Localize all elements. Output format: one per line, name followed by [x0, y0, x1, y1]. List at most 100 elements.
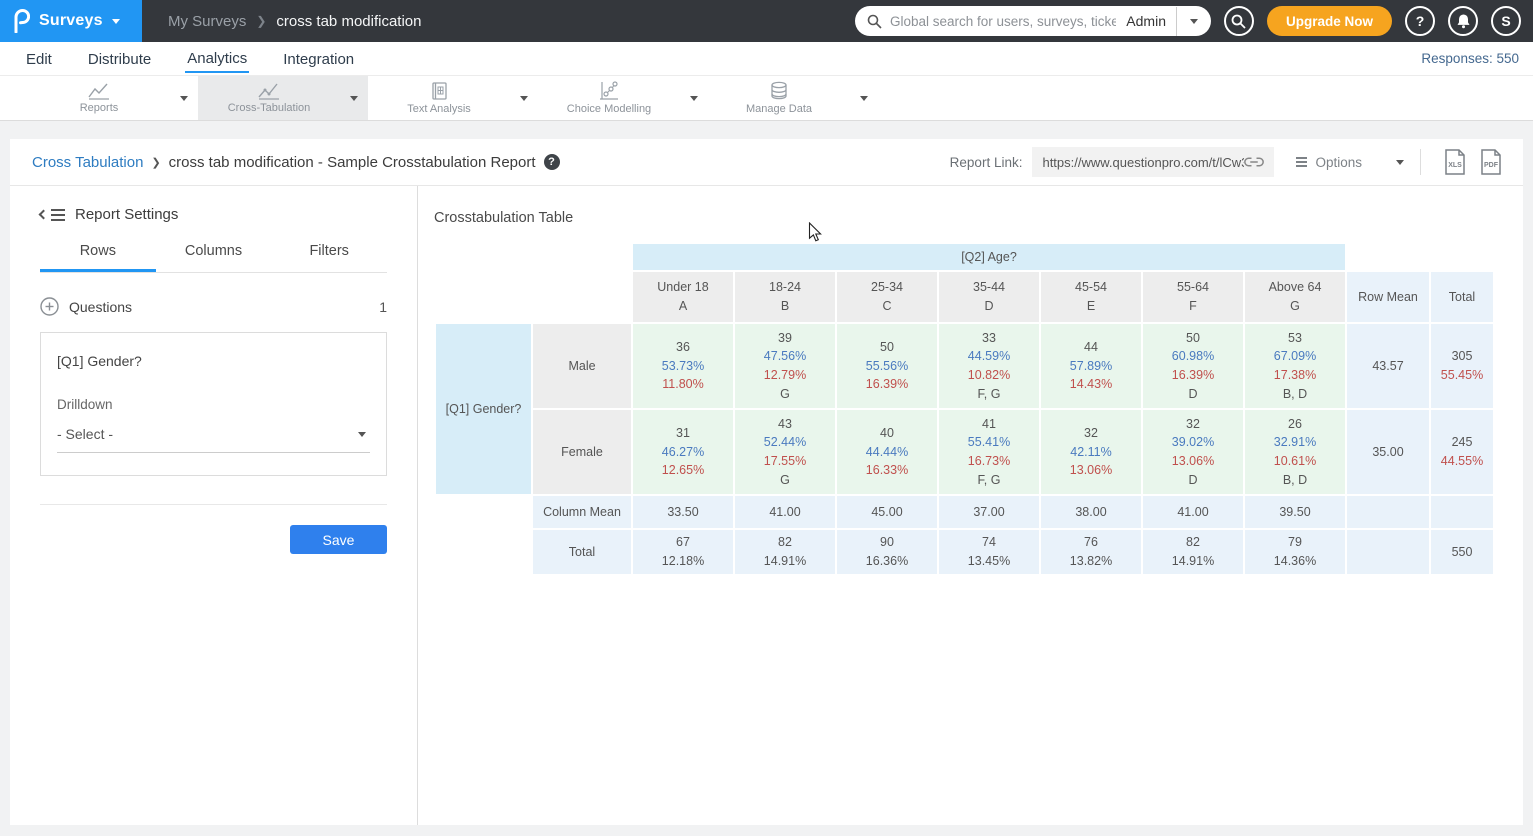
cross-tabulation-button[interactable]: Cross-Tabulation: [198, 76, 340, 120]
chevron-down-icon: [520, 96, 528, 101]
tool-choice-modelling: Choice Modelling: [538, 76, 708, 120]
tool-reports: Reports: [28, 76, 198, 120]
survey-nav: Edit Distribute Analytics Integration Re…: [0, 42, 1533, 76]
options-button[interactable]: Options: [1296, 155, 1404, 170]
crosstab-main: Crosstabulation Table [Q2] Age? Under 18…: [418, 186, 1523, 825]
column-mean-cell: 33.50: [633, 496, 733, 528]
topbar-breadcrumb: My Surveys ❯ cross tab modification: [168, 13, 422, 30]
total-cell: 6712.18%: [633, 530, 733, 574]
options-label: Options: [1315, 155, 1362, 170]
product-switcher[interactable]: Surveys: [0, 0, 142, 42]
tab-rows[interactable]: Rows: [40, 243, 156, 272]
avatar[interactable]: S: [1491, 6, 1521, 36]
scatter-chart-icon: [598, 81, 620, 101]
divider: [40, 504, 387, 505]
cross-tabulation-dropdown[interactable]: [340, 76, 368, 120]
line-chart-icon: [87, 82, 111, 100]
admin-dropdown[interactable]: [1177, 6, 1211, 36]
data-cell: 3242.11%13.06%: [1041, 410, 1141, 494]
manage-data-button[interactable]: Manage Data: [708, 76, 850, 120]
choice-modelling-button[interactable]: Choice Modelling: [538, 76, 680, 120]
notifications-button[interactable]: [1448, 6, 1478, 36]
data-cell: 3653.73%11.80%: [633, 324, 733, 408]
data-cell: 4457.89%14.43%: [1041, 324, 1141, 408]
nav-distribute[interactable]: Distribute: [86, 45, 153, 72]
tab-filters[interactable]: Filters: [271, 243, 387, 272]
report-title: cross tab modification - Sample Crosstab…: [169, 154, 536, 171]
tool-cross-tabulation: Cross-Tabulation: [198, 76, 368, 120]
crosstab-table: [Q2] Age? Under 18A 18-24B 25-34C 35-44D…: [434, 242, 1495, 576]
reports-dropdown[interactable]: [170, 76, 198, 120]
export-pdf-button[interactable]: PDF: [1479, 148, 1503, 176]
link-icon[interactable]: [1244, 156, 1264, 168]
nav-integration[interactable]: Integration: [281, 45, 356, 72]
collapse-panel-button[interactable]: [40, 209, 65, 221]
data-cell: 2632.91%10.61%B, D: [1245, 410, 1345, 494]
col-header: Under 18A: [633, 272, 733, 322]
row-total-cell: 24544.55%: [1431, 410, 1493, 494]
col-header: Above 64G: [1245, 272, 1345, 322]
save-button[interactable]: Save: [290, 525, 387, 554]
cross-tabulation-link[interactable]: Cross Tabulation: [32, 154, 143, 171]
row-total-cell: 30555.45%: [1431, 324, 1493, 408]
chevron-down-icon: [350, 96, 358, 101]
admin-selector[interactable]: Admin: [1116, 13, 1176, 29]
chevron-down-icon: [112, 19, 120, 24]
upgrade-button[interactable]: Upgrade Now: [1267, 6, 1392, 36]
empty-cell: [1431, 496, 1493, 528]
total-cell: 7613.82%: [1041, 530, 1141, 574]
list-icon: [1296, 157, 1307, 167]
total-cell: 8214.91%: [735, 530, 835, 574]
chevron-down-icon: [1190, 19, 1198, 24]
bell-icon: [1456, 13, 1471, 29]
help-icon[interactable]: ?: [544, 154, 560, 170]
search-icon: [1231, 14, 1246, 29]
column-mean-cell: 37.00: [939, 496, 1039, 528]
topbar: Surveys My Surveys ❯ cross tab modificat…: [0, 0, 1533, 42]
product-switcher-label: Surveys: [39, 12, 103, 30]
choice-modelling-dropdown[interactable]: [680, 76, 708, 120]
menu-icon: [51, 209, 65, 221]
col-header: 45-54E: [1041, 272, 1141, 322]
data-cell: 5367.09%17.38%B, D: [1245, 324, 1345, 408]
drilldown-select[interactable]: - Select -: [57, 426, 370, 453]
analytics-toolbar: Reports Cross-Tabulation Text Analysis C…: [0, 76, 1533, 121]
chevron-down-icon: [690, 96, 698, 101]
nav-edit[interactable]: Edit: [24, 45, 54, 72]
text-analysis-dropdown[interactable]: [510, 76, 538, 120]
help-button[interactable]: ?: [1405, 6, 1435, 36]
questions-row: Questions 1: [40, 297, 387, 316]
add-question-button[interactable]: [40, 297, 59, 316]
drilldown-value: - Select -: [57, 426, 113, 442]
table-title: Crosstabulation Table: [434, 210, 1523, 226]
data-cell: 5055.56%16.39%: [837, 324, 937, 408]
manage-data-dropdown[interactable]: [850, 76, 878, 120]
row-label-female: Female: [533, 410, 631, 494]
empty-cell: [1347, 496, 1429, 528]
chevron-down-icon: [860, 96, 868, 101]
data-cell: 3947.56%12.79%G: [735, 324, 835, 408]
row-mean-cell: 35.00: [1347, 410, 1429, 494]
global-search: Admin: [855, 6, 1211, 36]
tool-label: Manage Data: [746, 103, 812, 115]
search-input[interactable]: [890, 14, 1116, 29]
breadcrumb-separator: ❯: [151, 156, 160, 169]
column-mean-label: Column Mean: [533, 496, 631, 528]
export-xls-button[interactable]: XLS: [1443, 148, 1467, 176]
breadcrumb-my-surveys[interactable]: My Surveys: [168, 13, 246, 30]
total-cell: 7413.45%: [939, 530, 1039, 574]
data-cell: 4352.44%17.55%G: [735, 410, 835, 494]
row-mean-header: Row Mean: [1347, 272, 1429, 322]
divider: [1420, 149, 1421, 175]
reports-button[interactable]: Reports: [28, 76, 170, 120]
report-link-input[interactable]: [1042, 155, 1244, 170]
grand-total-cell: 550: [1431, 530, 1493, 574]
tool-label: Text Analysis: [407, 103, 471, 115]
data-cell: 3344.59%10.82%F, G: [939, 324, 1039, 408]
text-analysis-button[interactable]: Text Analysis: [368, 76, 510, 120]
search-button[interactable]: [1224, 6, 1254, 36]
tab-columns[interactable]: Columns: [156, 243, 272, 272]
nav-analytics[interactable]: Analytics: [185, 44, 249, 73]
report-settings-panel: Report Settings Rows Columns Filters Que…: [10, 186, 418, 825]
avatar-letter: S: [1501, 13, 1510, 29]
